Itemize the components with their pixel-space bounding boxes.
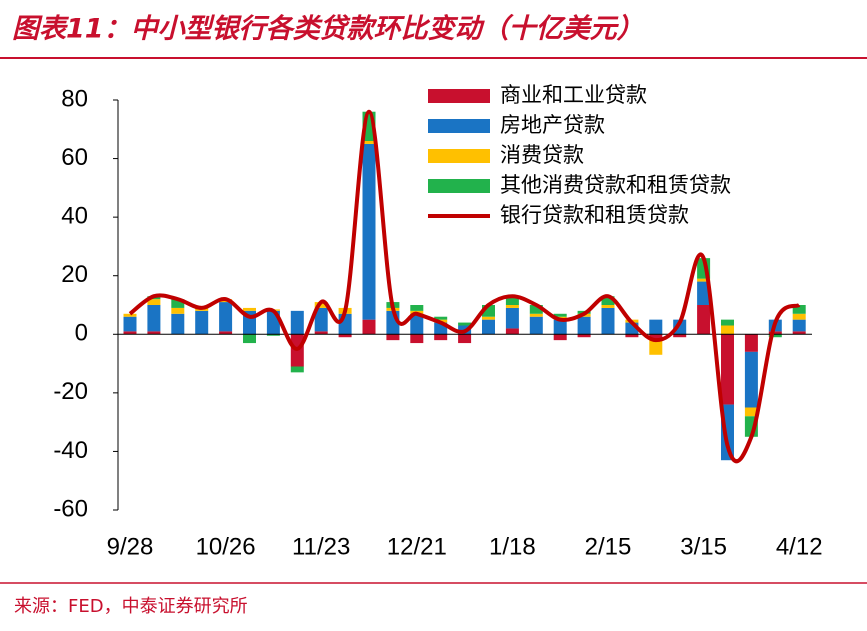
legend-label: 消费贷款 xyxy=(500,143,584,167)
bar-segment xyxy=(338,334,352,338)
legend-swatch xyxy=(428,119,490,133)
bar-segment xyxy=(601,307,615,335)
line-series xyxy=(128,109,801,464)
bar-segment xyxy=(123,313,137,317)
x-tick-label: 11/23 xyxy=(292,533,350,560)
bar-segment xyxy=(410,313,424,335)
bar-segment xyxy=(243,334,256,344)
bar-segment xyxy=(147,305,161,332)
bar-segment xyxy=(362,143,376,320)
bar-segment xyxy=(792,331,806,335)
bar-segment xyxy=(171,299,185,308)
bar-segment xyxy=(553,334,567,341)
bar-segment xyxy=(290,310,304,335)
bar-segment xyxy=(792,319,806,332)
bar-segment xyxy=(649,334,663,341)
y-tick-label: 20 xyxy=(61,261,88,288)
bar-segment xyxy=(721,334,734,405)
y-tick-label: 40 xyxy=(61,202,88,229)
bar-segment xyxy=(673,334,687,338)
bar-segment xyxy=(290,366,304,373)
legend-label: 商业和工业贷款 xyxy=(500,83,647,107)
bar-segment xyxy=(123,331,137,335)
bar-segment xyxy=(601,305,615,308)
bar-segment xyxy=(792,305,806,314)
source-note: 来源：FED，中泰证券研究所 xyxy=(14,596,248,617)
bar-segment xyxy=(171,313,185,335)
legend-label: 其他消费贷款和租赁贷款 xyxy=(500,173,731,197)
bar-segment xyxy=(768,334,782,338)
bar-segment xyxy=(314,331,328,335)
bar-segment xyxy=(649,340,663,355)
bar-segment xyxy=(744,351,758,408)
bar-segment xyxy=(721,319,734,326)
y-tick-label: 0 xyxy=(75,320,88,347)
bar-segment xyxy=(529,316,543,335)
bar-segment xyxy=(219,331,233,335)
bar-segment xyxy=(195,310,209,335)
bar-segment xyxy=(482,305,495,317)
bar-segment xyxy=(721,325,734,335)
bar-segment xyxy=(482,316,495,320)
bar-segment xyxy=(434,322,448,335)
bar-segment xyxy=(123,316,137,332)
bar-segment xyxy=(386,334,400,341)
legend-label: 房地产贷款 xyxy=(500,113,605,137)
bar-segment xyxy=(505,328,519,335)
x-tick-label: 1/18 xyxy=(489,533,536,560)
bar-segment xyxy=(792,313,806,320)
bar-segment xyxy=(147,299,161,305)
bar-segment xyxy=(410,305,424,311)
x-tick-label: 12/21 xyxy=(387,533,447,560)
bar-segment xyxy=(266,334,280,336)
bar-segment xyxy=(505,305,519,308)
bar-segment xyxy=(553,313,567,317)
bar-segment xyxy=(410,334,424,344)
bar-segment xyxy=(553,319,567,335)
legend-swatch xyxy=(428,179,490,193)
bar-segment xyxy=(601,296,615,305)
y-tick-label: -20 xyxy=(53,378,88,405)
bar-segment xyxy=(529,305,543,314)
bar-segment xyxy=(577,316,591,335)
y-tick-label: 80 xyxy=(61,85,88,112)
bar-segment xyxy=(362,141,376,144)
bar-segment xyxy=(744,407,758,417)
bar-segment xyxy=(434,334,448,341)
bar-segment xyxy=(625,334,639,338)
y-tick-label: 60 xyxy=(61,144,88,171)
y-tick-label: -40 xyxy=(53,437,88,464)
y-tick-label: -60 xyxy=(53,495,88,522)
chart-title: 图表11：中小型银行各类贷款环比变动（十亿美元） xyxy=(12,14,644,45)
bar-segment xyxy=(458,334,472,344)
x-tick-label: 9/28 xyxy=(107,533,154,560)
bar-segment xyxy=(219,302,233,332)
x-tick-label: 4/12 xyxy=(776,533,823,560)
bar-segment xyxy=(625,322,639,335)
bar-segment xyxy=(577,334,591,338)
bar-segment xyxy=(697,305,711,335)
bar-segment xyxy=(243,307,256,311)
bar-segment xyxy=(505,307,519,329)
bar-segment xyxy=(434,316,448,320)
bar-segment xyxy=(458,322,472,326)
bar-segment xyxy=(768,331,782,335)
x-tick-label: 2/15 xyxy=(585,533,632,560)
bar-segment xyxy=(505,296,519,305)
x-tick-label: 10/26 xyxy=(196,533,256,560)
legend-swatch xyxy=(428,149,490,163)
bar-segment xyxy=(482,319,495,335)
legend-swatch xyxy=(428,89,490,103)
bar-segment xyxy=(697,278,711,282)
bar-segment xyxy=(362,319,376,335)
bar-segment xyxy=(649,319,663,335)
x-tick-label: 3/15 xyxy=(680,533,727,560)
bar-segment xyxy=(744,334,758,352)
bar-segment xyxy=(147,331,161,335)
bar-segment xyxy=(314,307,328,332)
bar-segment xyxy=(171,307,185,314)
legend-label: 银行贷款和租赁贷款 xyxy=(500,203,689,227)
bar-segment xyxy=(529,313,543,317)
